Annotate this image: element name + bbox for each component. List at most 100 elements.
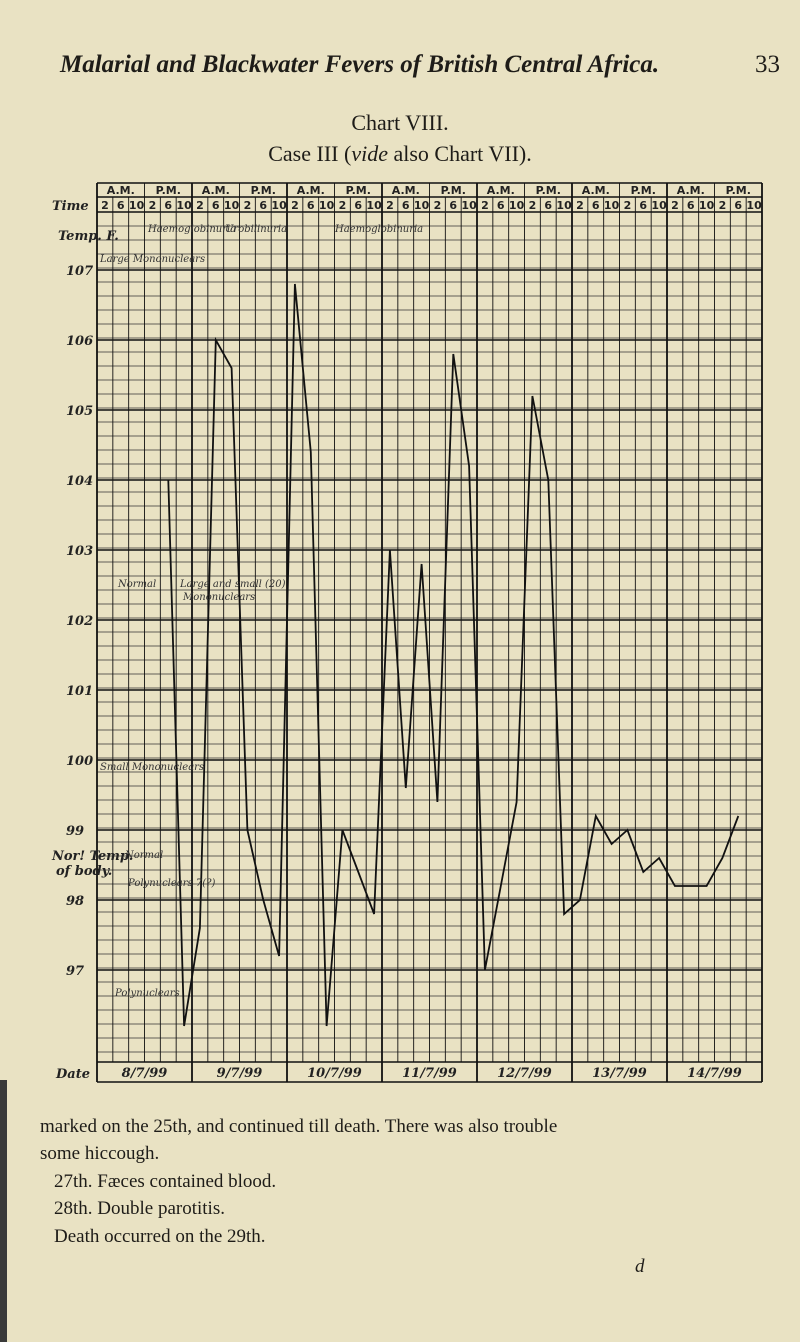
annotation: Urobilinuria <box>225 224 287 235</box>
body-line: some hiccough. <box>40 1143 159 1164</box>
body-line: 28th. Double parotitis. <box>54 1198 225 1219</box>
date-label: 10/7/99 <box>307 1066 362 1081</box>
temperature-line <box>167 283 740 1027</box>
body-line: marked on the 25th, and continued till d… <box>40 1116 557 1137</box>
binding-edge <box>0 1080 7 1342</box>
am-label: A.M. <box>677 184 705 197</box>
normal-label: Nor! Temp. <box>51 849 133 864</box>
time-label: 10 <box>746 199 762 212</box>
time-label: 6 <box>117 199 125 212</box>
y-tick-label: 106 <box>66 334 93 349</box>
time-label: 6 <box>307 199 315 212</box>
y-tick-label: 99 <box>66 824 84 839</box>
pm-label: P.M. <box>536 184 561 197</box>
y-tick-label: 105 <box>66 404 93 419</box>
annotation: Polynuclears 7(?) <box>127 878 215 889</box>
time-label: 10 <box>556 199 572 212</box>
time-label: 2 <box>244 199 252 212</box>
date-label: 9/7/99 <box>217 1066 263 1081</box>
subtitle-part: Case III ( <box>268 141 351 166</box>
time-label: 2 <box>386 199 394 212</box>
subtitle-part: also Chart VII). <box>388 141 532 166</box>
time-label: Time <box>52 199 89 214</box>
time-label: 6 <box>449 199 457 212</box>
am-label: A.M. <box>582 184 610 197</box>
time-label: 6 <box>687 199 695 212</box>
time-label: 2 <box>196 199 204 212</box>
y-tick-label: 98 <box>66 894 84 909</box>
pm-label: P.M. <box>156 184 181 197</box>
time-label: 6 <box>592 199 600 212</box>
pm-label: P.M. <box>726 184 751 197</box>
page-number: 33 <box>755 51 780 78</box>
time-label: 10 <box>129 199 145 212</box>
time-label: 6 <box>544 199 552 212</box>
y-tick-label: 103 <box>66 544 93 559</box>
am-label: A.M. <box>392 184 420 197</box>
time-label: 6 <box>639 199 647 212</box>
pm-label: P.M. <box>441 184 466 197</box>
time-label: 2 <box>149 199 157 212</box>
y-tick-label: 97 <box>66 964 84 979</box>
time-label: 2 <box>529 199 537 212</box>
time-label: 2 <box>624 199 632 212</box>
annotation: Large Mononuclears <box>99 254 205 265</box>
am-label: A.M. <box>107 184 135 197</box>
y-tick-label: 104 <box>66 474 93 489</box>
annotation: Small Mononuclears <box>100 762 204 773</box>
time-label: 10 <box>651 199 667 212</box>
subtitle-italic: vide <box>351 141 388 166</box>
y-tick-label: 102 <box>66 614 93 629</box>
time-label: 2 <box>719 199 727 212</box>
time-label: 2 <box>481 199 489 212</box>
time-label: 10 <box>176 199 192 212</box>
time-label: 2 <box>671 199 679 212</box>
time-label: 2 <box>101 199 109 212</box>
annotation: Large and small (20) <box>179 579 286 590</box>
time-label: 6 <box>354 199 362 212</box>
time-label: 6 <box>212 199 220 212</box>
y-tick-label: 100 <box>66 754 93 769</box>
am-label: A.M. <box>297 184 325 197</box>
time-label: 10 <box>509 199 525 212</box>
date-label: 13/7/99 <box>592 1066 647 1081</box>
pm-label: P.M. <box>346 184 371 197</box>
chart-subtitle: Case III (vide also Chart VII). <box>268 141 532 166</box>
time-label: 2 <box>576 199 584 212</box>
time-label: 6 <box>497 199 505 212</box>
time-label: 10 <box>699 199 715 212</box>
pm-label: P.M. <box>251 184 276 197</box>
time-label: 6 <box>259 199 267 212</box>
time-label: 10 <box>414 199 430 212</box>
annotation: Polynuclears <box>114 988 180 999</box>
body-line: 27th. Fæces contained blood. <box>54 1171 276 1192</box>
body-text: marked on the 25th, and continued till d… <box>40 1116 557 1247</box>
time-label: 10 <box>366 199 382 212</box>
time-label: 2 <box>434 199 442 212</box>
y-tick-label: 107 <box>66 264 93 279</box>
temp-label: Temp. F. <box>58 229 119 244</box>
time-label: 10 <box>224 199 240 212</box>
annotation: Haemoglobinuria <box>334 224 423 235</box>
time-label: 2 <box>339 199 347 212</box>
am-label: A.M. <box>487 184 515 197</box>
annotation: Normal <box>117 579 156 590</box>
date-label: 8/7/99 <box>122 1066 168 1081</box>
am-label: A.M. <box>202 184 230 197</box>
time-label: 2 <box>291 199 299 212</box>
time-label: 10 <box>271 199 287 212</box>
running-title: Malarial and Blackwater Fevers of Britis… <box>59 51 659 78</box>
date-label: Date <box>55 1067 90 1082</box>
signature-mark: d <box>635 1256 645 1277</box>
time-label: 10 <box>319 199 335 212</box>
annotation: Normal <box>124 850 163 861</box>
time-label: 10 <box>461 199 477 212</box>
chart-title: Chart VIII. <box>351 110 448 135</box>
annotation: Mononuclears <box>182 592 255 603</box>
annotation: Haemoglobinuria <box>147 224 236 235</box>
annotations: Haemoglobinuria Urobilinuria Haemoglobin… <box>99 224 423 999</box>
pm-label: P.M. <box>631 184 656 197</box>
body-line: Death occurred on the 29th. <box>54 1226 266 1247</box>
